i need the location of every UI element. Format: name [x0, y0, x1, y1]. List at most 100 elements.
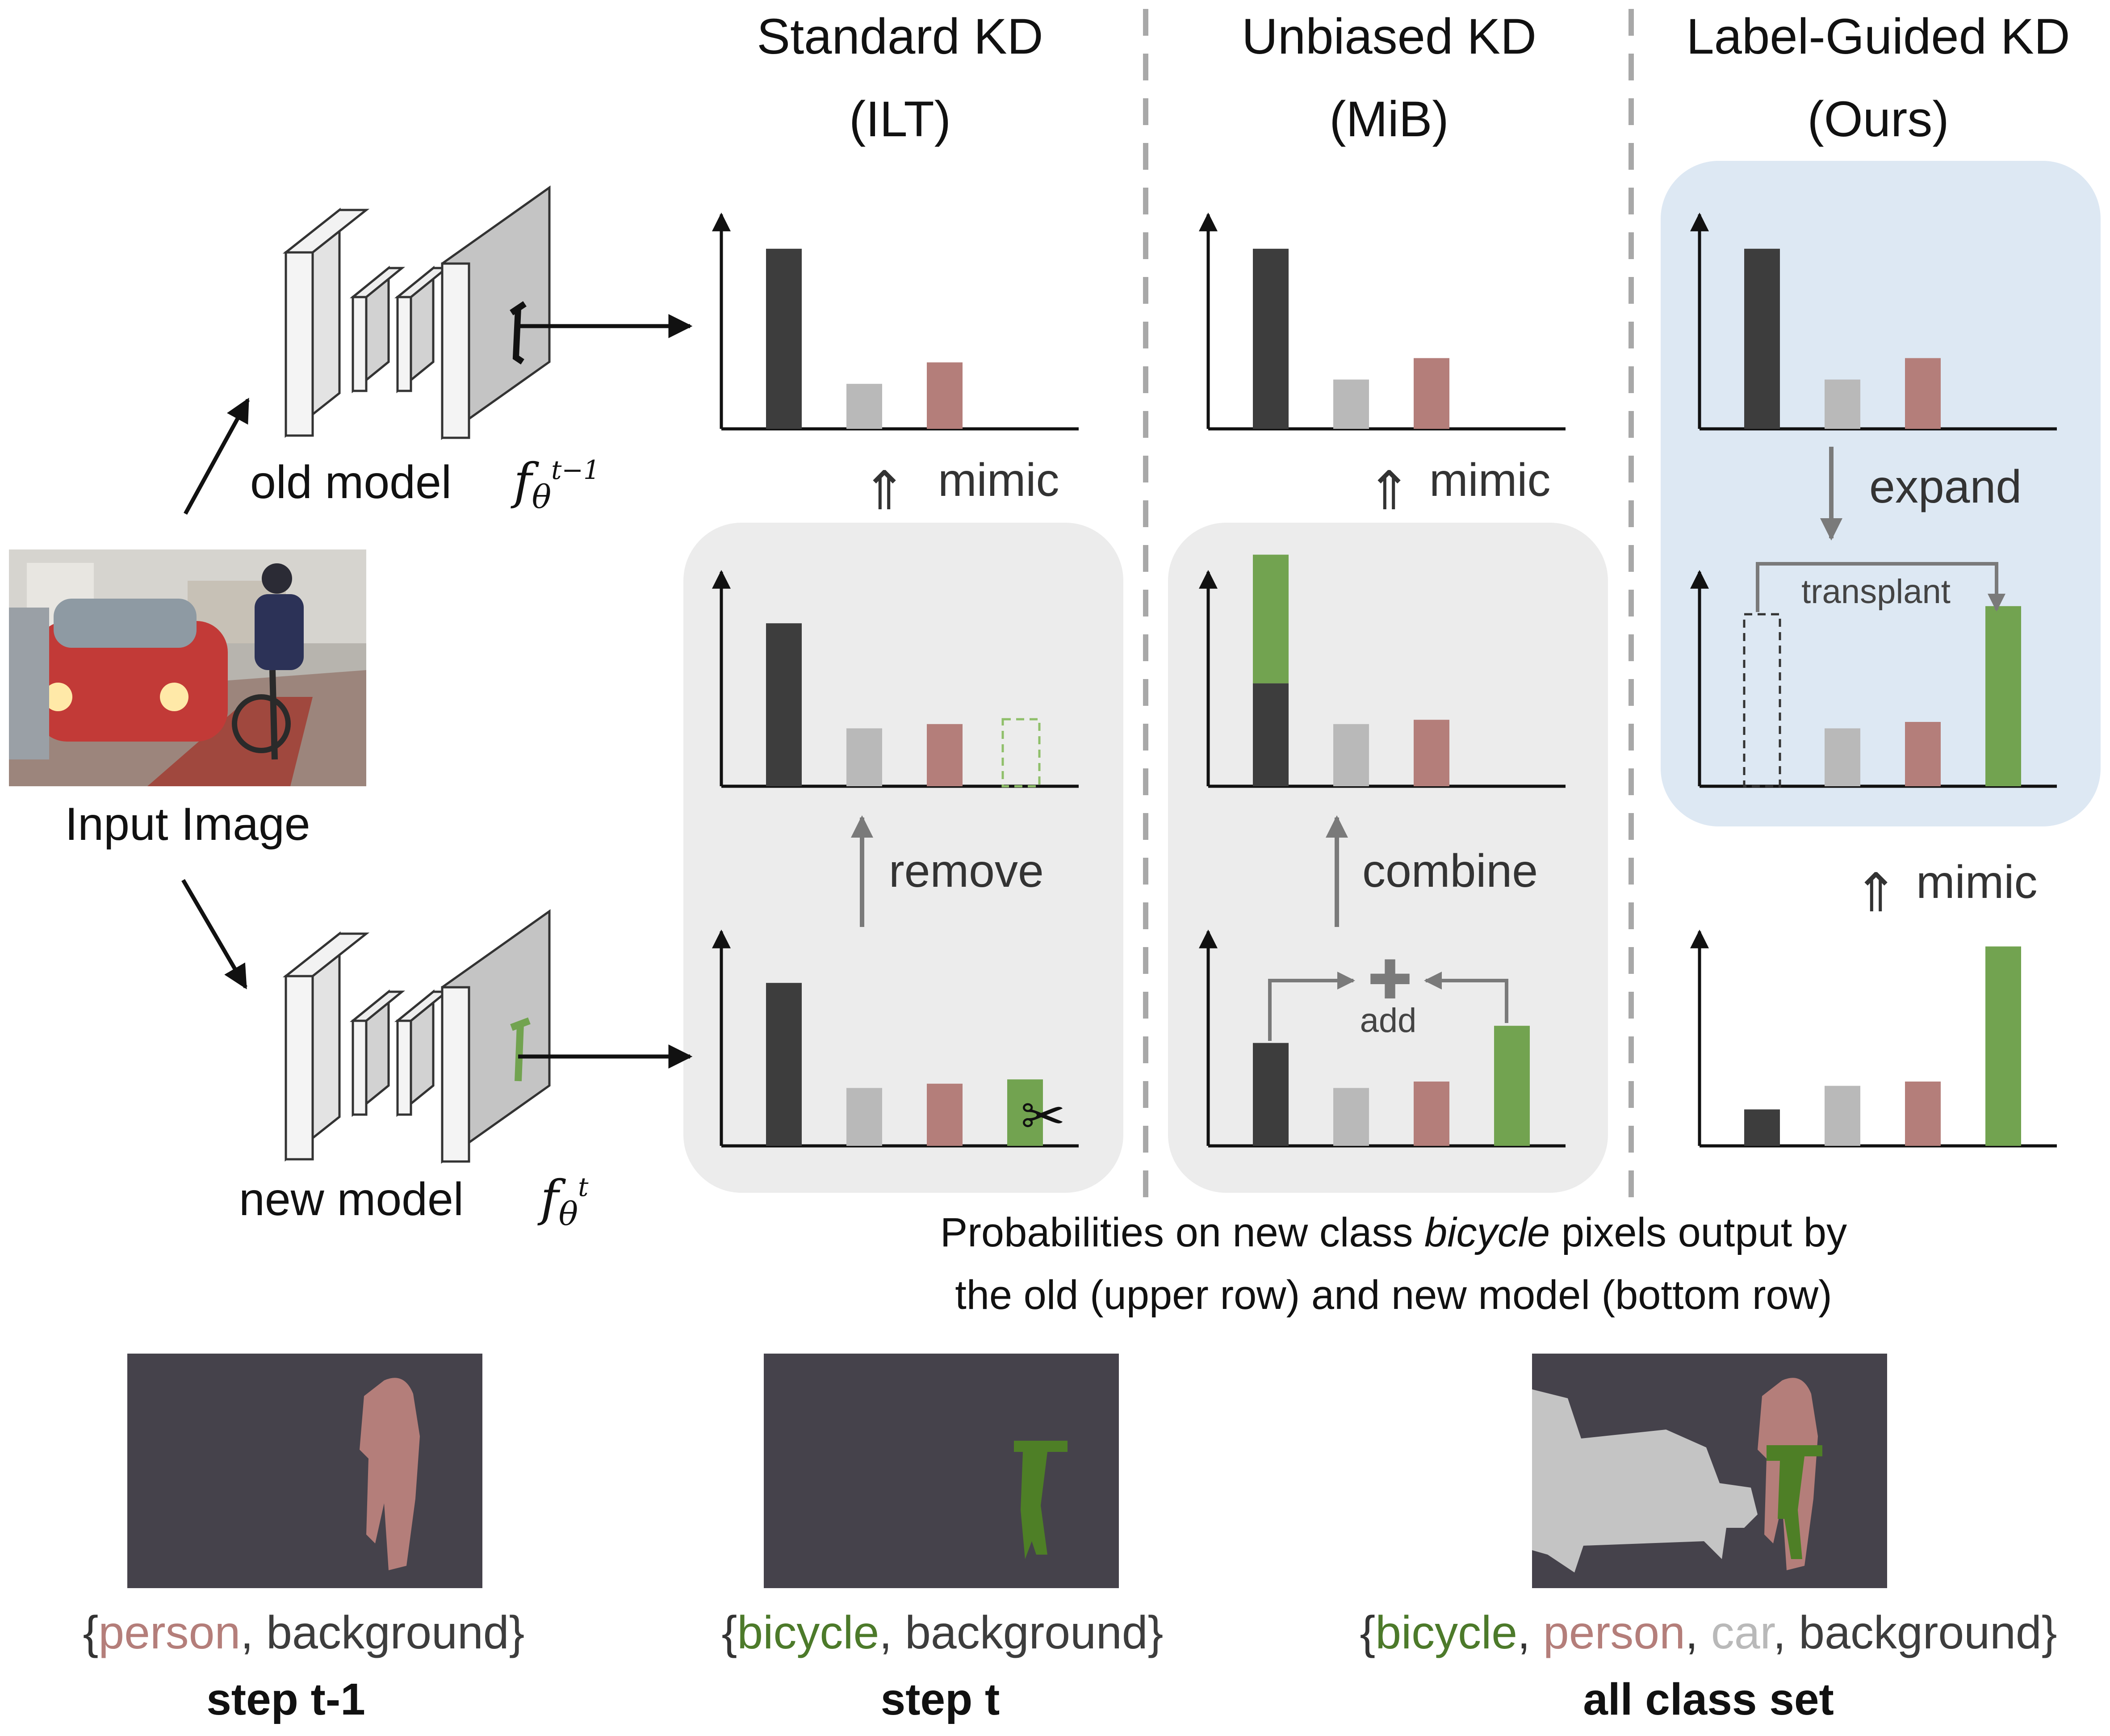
legend-step-t: {bicycle, background}	[722, 1607, 1164, 1659]
legend-part: ,	[1685, 1607, 1711, 1659]
legend-part: , background}	[1773, 1607, 2057, 1659]
mib-add-label: add	[1360, 1002, 1417, 1040]
ilt-removed-slot	[1001, 718, 1041, 788]
bar-background	[1253, 1043, 1289, 1146]
scissors-icon: ✂	[1021, 1086, 1066, 1146]
col-title-mib-line2: (MiB)	[1329, 91, 1449, 147]
ours-mimic-icon: ⇑	[1854, 863, 1899, 923]
chart-ours_target	[1690, 570, 2057, 788]
new-model-label: new model	[239, 1174, 464, 1225]
input-image	[9, 549, 366, 786]
ours-transplant-label: transplant	[1801, 573, 1951, 611]
chart-ilt_old	[712, 212, 1079, 431]
bar-bicycle	[1007, 1079, 1043, 1146]
mib-mimic-label: mimic	[1429, 454, 1550, 506]
bar-background	[766, 248, 802, 429]
chart-mib_combined	[1199, 554, 1566, 788]
mib-add-right-arrow	[1424, 972, 1508, 1023]
old-math-sup: t−1	[551, 455, 600, 485]
step-label-t-minus-1: step t-1	[206, 1674, 365, 1724]
mask-step-t	[764, 1354, 1119, 1588]
bar-car	[846, 384, 882, 429]
mask-step-t-minus-1	[127, 1354, 482, 1588]
ilt-mimic-icon: ⇑	[862, 461, 907, 521]
caption-line1: Probabilities on new class bicycle pixel…	[940, 1210, 1847, 1255]
bar-background	[1744, 1109, 1780, 1146]
bar-car	[1825, 1086, 1860, 1146]
ours-transplanted-slot	[1743, 613, 1781, 788]
col-title-ilt-line1: Standard KD	[757, 8, 1043, 64]
input-to-new-arrow	[181, 879, 247, 990]
new-math-sub: θ	[559, 1195, 578, 1233]
ours-transplant-arrow	[1756, 562, 2005, 612]
mask-all-class-set	[1532, 1354, 1887, 1588]
legend-step-t-minus-1: {person, background}	[83, 1607, 525, 1659]
legend-part: , background}	[879, 1607, 1163, 1659]
ours-expand-label: expand	[1869, 461, 2022, 513]
bar-person	[927, 724, 963, 786]
bar-charts	[712, 212, 2057, 1148]
bar-car	[846, 1088, 882, 1146]
bar-background-part	[1253, 683, 1289, 786]
legend-part: person	[1543, 1607, 1685, 1659]
mib-combine-label: combine	[1362, 845, 1538, 897]
bar-bicycle-part	[1253, 554, 1289, 683]
plus-icon: ✚	[1368, 950, 1413, 1010]
legend-all-class-set: {bicycle, person, car, background}	[1360, 1607, 2057, 1659]
caption-line1-em: bicycle	[1424, 1210, 1550, 1255]
bar-person	[1905, 1082, 1941, 1146]
col-title-ours-line2: (Ours)	[1807, 91, 1949, 147]
bar-car	[1333, 1088, 1369, 1146]
bar-bicycle	[1985, 946, 2021, 1146]
bar-person	[1414, 358, 1449, 429]
legend-part: {	[83, 1607, 99, 1659]
step-label-t: step t	[881, 1674, 1000, 1724]
col-title-ilt-line2: (ILT)	[849, 91, 951, 147]
caption-line2: the old (upper row) and new model (botto…	[955, 1272, 1832, 1318]
bar-car	[846, 728, 882, 786]
legend-part: {	[1360, 1607, 1376, 1659]
caption-line1-pre: Probabilities on new class	[940, 1210, 1424, 1255]
legend-part: person	[98, 1607, 240, 1659]
legend-part: ,	[1517, 1607, 1543, 1659]
old-model-math: fθt−1	[511, 453, 600, 516]
legend-part: {	[722, 1607, 737, 1659]
bar-background	[766, 623, 802, 786]
bar-background	[1744, 248, 1780, 429]
chart-mib_old	[1199, 212, 1566, 431]
new-model-network	[282, 909, 551, 1164]
old-model-label: old model	[250, 457, 452, 508]
legend-part: car	[1711, 1607, 1775, 1659]
legend-part: bicycle	[737, 1607, 879, 1659]
mib-mimic-icon: ⇑	[1367, 461, 1412, 521]
bar-bicycle	[1985, 606, 2021, 786]
col-title-mib-line1: Unbiased KD	[1242, 8, 1536, 64]
bar-car	[1825, 728, 1860, 786]
old-math-sub: θ	[532, 478, 551, 516]
chart-mib_new	[1199, 929, 1566, 1148]
input-image-label: Input Image	[65, 798, 310, 850]
bar-car	[1825, 379, 1860, 429]
legend-part: , background}	[240, 1607, 524, 1659]
bar-bicycle	[1494, 1026, 1530, 1146]
bar-car	[1333, 724, 1369, 786]
legend-part: bicycle	[1375, 1607, 1517, 1659]
bar-person	[1414, 1082, 1449, 1146]
caption-line1-post: pixels output by	[1550, 1210, 1847, 1255]
bar-person	[927, 1083, 963, 1146]
chart-ours_old	[1690, 212, 2057, 431]
chart-ilt_new	[712, 929, 1079, 1148]
bar-background	[766, 983, 802, 1146]
input-to-old-arrow	[184, 398, 250, 515]
ours-mimic-label: mimic	[1916, 856, 2037, 908]
chart-ours_new	[1690, 929, 2057, 1148]
bar-background	[1253, 248, 1289, 429]
new-math-sup: t	[578, 1172, 589, 1202]
bar-person	[1905, 358, 1941, 429]
old-model-network	[282, 185, 551, 440]
step-label-all-class-set: all class set	[1583, 1674, 1834, 1724]
chart-ilt_removed	[712, 570, 1079, 788]
mib-add-left-arrow	[1268, 972, 1355, 1041]
ilt-remove-label: remove	[889, 845, 1044, 897]
